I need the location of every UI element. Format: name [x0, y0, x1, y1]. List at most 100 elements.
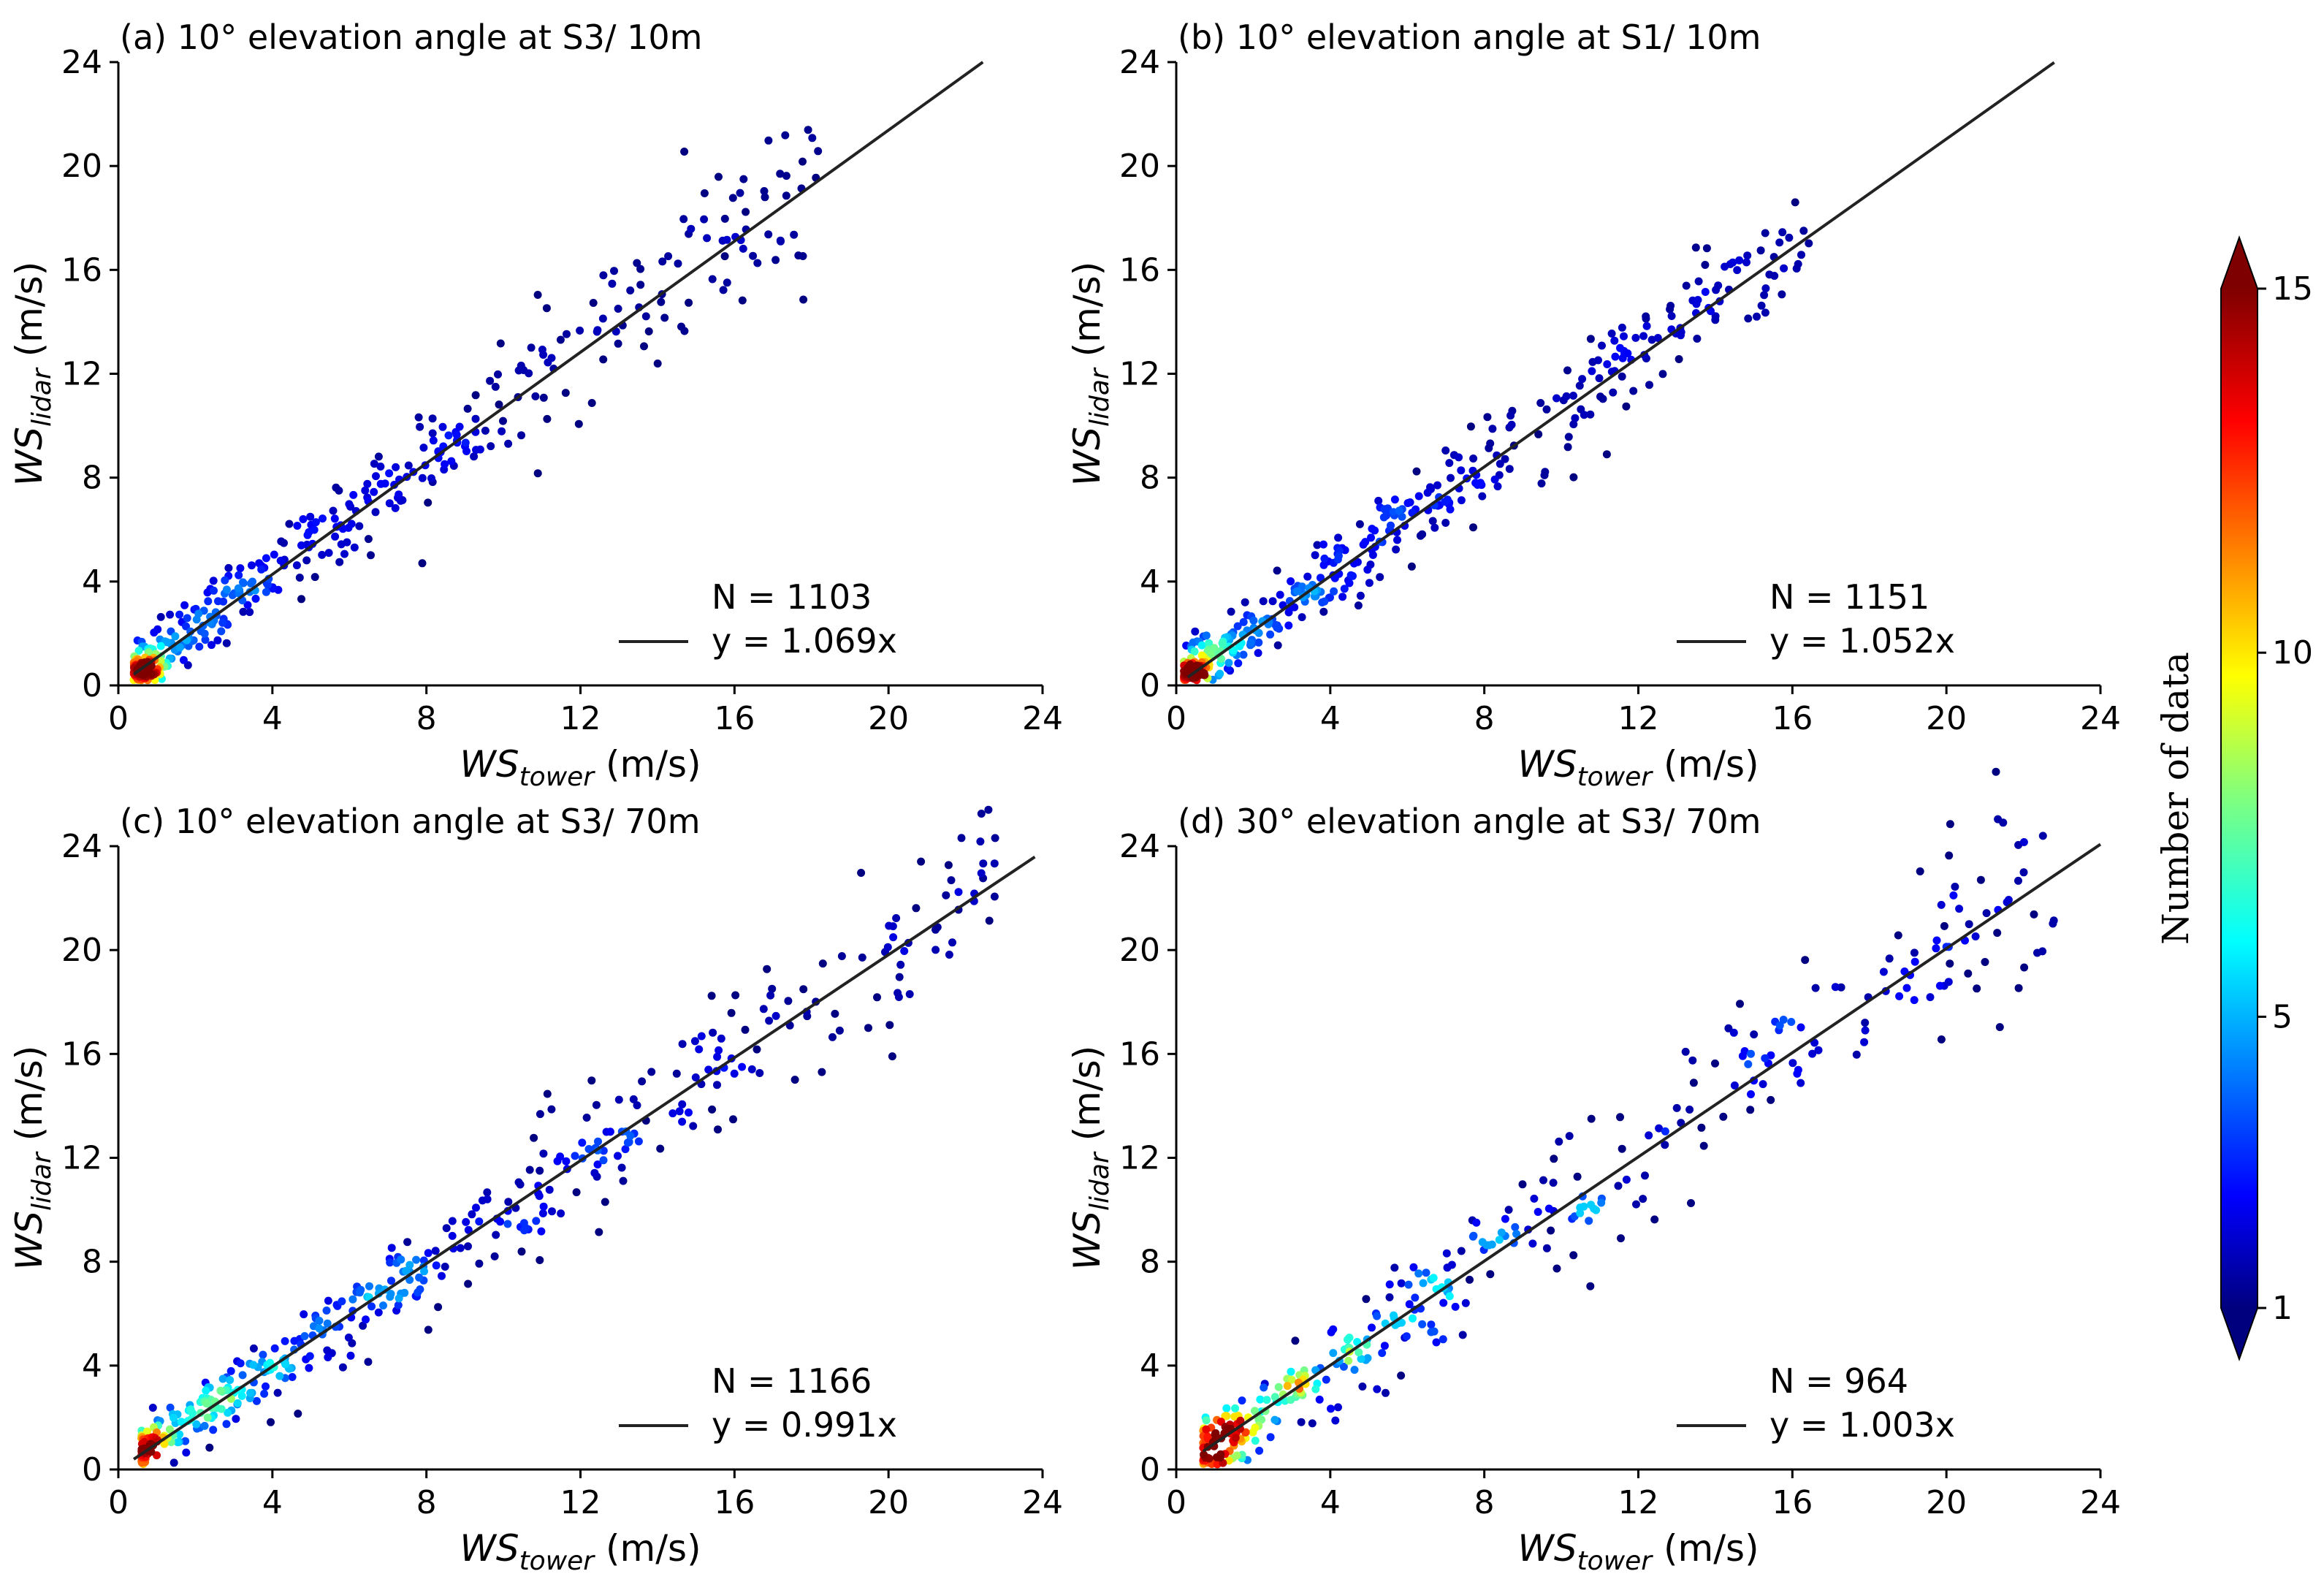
- x-tick-label: 20: [868, 700, 909, 737]
- scatter-point: [629, 1095, 638, 1103]
- scatter-point: [1210, 644, 1219, 653]
- scatter-point: [1797, 251, 1805, 259]
- scatter-point: [1211, 1429, 1220, 1437]
- scatter-point: [1542, 405, 1551, 414]
- scatter-point: [709, 1028, 717, 1037]
- scatter-point: [538, 1209, 547, 1217]
- scatter-point: [1414, 492, 1423, 501]
- y-axis-label-main: WS: [8, 1211, 50, 1270]
- scatter-point: [1688, 1056, 1697, 1065]
- x-axis-label-main: WS: [1517, 1527, 1577, 1570]
- scatter-point: [385, 469, 394, 478]
- scatter-point: [1666, 302, 1675, 310]
- scatter-point: [1729, 258, 1737, 267]
- scatter-point: [1287, 1375, 1296, 1384]
- scatter-point: [175, 1430, 184, 1439]
- scatter-point: [990, 892, 999, 901]
- scatter-point: [1363, 566, 1372, 574]
- scatter-point: [481, 426, 489, 435]
- scatter-point: [614, 339, 622, 348]
- scatter-point: [310, 573, 319, 582]
- scatter-point: [1224, 658, 1233, 667]
- scatter-point: [1692, 300, 1701, 308]
- scatter-point: [1611, 352, 1620, 361]
- scatter-point: [713, 1052, 722, 1061]
- scatter-point: [1549, 1179, 1558, 1187]
- scatter-point: [262, 587, 270, 596]
- scatter-point: [714, 1125, 722, 1134]
- x-axis-label-main: WS: [1517, 743, 1577, 786]
- scatter-point: [143, 1427, 151, 1436]
- scatter-point: [1860, 1038, 1869, 1046]
- colorbar-tick-label: 10: [2272, 634, 2313, 672]
- scatter-point: [599, 355, 608, 364]
- scatter-point: [556, 335, 565, 344]
- scatter-point: [1747, 1049, 1755, 1058]
- scatter-point: [1397, 1372, 1406, 1380]
- scatter-point: [371, 508, 380, 517]
- scatter-point: [708, 1105, 717, 1114]
- scatter-point: [182, 1448, 191, 1457]
- scatter-point: [397, 1255, 405, 1264]
- scatter-point: [288, 1373, 297, 1381]
- scatter-point: [883, 943, 892, 951]
- scatter-point: [772, 256, 780, 265]
- scatter-point: [464, 1279, 473, 1288]
- scatter-point: [169, 1459, 178, 1467]
- scatter-point: [1273, 566, 1281, 575]
- scatter-point: [1327, 1404, 1335, 1413]
- scatter-point: [984, 805, 993, 814]
- scatter-point: [835, 1026, 844, 1035]
- scatter-point: [1775, 1021, 1784, 1030]
- fit-line: [1186, 61, 2055, 679]
- y-tick-label: 8: [82, 460, 102, 497]
- scatter-point: [1398, 512, 1406, 521]
- scatter-point: [1254, 638, 1263, 647]
- scatter-point: [1340, 585, 1349, 593]
- scatter-point: [599, 1156, 608, 1165]
- scatter-point: [563, 330, 571, 338]
- scatter-point: [427, 474, 435, 483]
- x-tick-label: 24: [1022, 700, 1063, 737]
- scatter-point: [239, 579, 248, 587]
- scatter-point: [2049, 916, 2058, 925]
- scatter-point: [1610, 336, 1619, 345]
- y-axis-label-unit: (m/s): [1066, 1046, 1108, 1153]
- scatter-point: [248, 561, 256, 570]
- x-tick-label: 0: [1166, 700, 1186, 737]
- scatter-point: [617, 1163, 626, 1172]
- scatter-point: [1945, 851, 1954, 860]
- scatter-point: [491, 382, 500, 391]
- scatter-point: [213, 636, 222, 644]
- y-axis-label-main: WS: [1066, 427, 1108, 486]
- y-tick-label: 20: [1119, 932, 1160, 969]
- scatter-point: [1653, 334, 1662, 342]
- x-tick-label: 12: [560, 700, 601, 737]
- scatter-point: [262, 554, 270, 563]
- scatter-point: [1569, 1251, 1578, 1260]
- scatter-point: [808, 134, 817, 142]
- y-tick-label: 0: [1140, 1451, 1160, 1488]
- scatter-point: [625, 1138, 633, 1146]
- scatter-point: [739, 175, 748, 183]
- scatter-point: [1356, 591, 1365, 600]
- scatter-point: [448, 1231, 457, 1240]
- x-tick-label: 12: [1618, 700, 1659, 737]
- scatter-point: [900, 947, 909, 955]
- scatter-point: [766, 991, 775, 1000]
- scatter-point: [1528, 1239, 1537, 1248]
- x-axis-label-unit: (m/s): [594, 1527, 701, 1570]
- scatter-point: [1994, 815, 2003, 824]
- x-tick-label: 4: [262, 700, 283, 737]
- y-tick-label: 4: [1140, 1347, 1160, 1385]
- scatter-point: [1797, 1023, 1805, 1032]
- scatter-point: [300, 1310, 308, 1319]
- scatter-point: [753, 259, 762, 267]
- scatter-point: [192, 1420, 201, 1429]
- fit-line: [132, 61, 984, 676]
- scatter-point: [249, 1344, 258, 1353]
- x-tick-label: 16: [1772, 1484, 1813, 1521]
- scatter-point: [1432, 1338, 1441, 1347]
- y-tick-label: 20: [61, 148, 102, 185]
- scatter-point: [1241, 598, 1249, 606]
